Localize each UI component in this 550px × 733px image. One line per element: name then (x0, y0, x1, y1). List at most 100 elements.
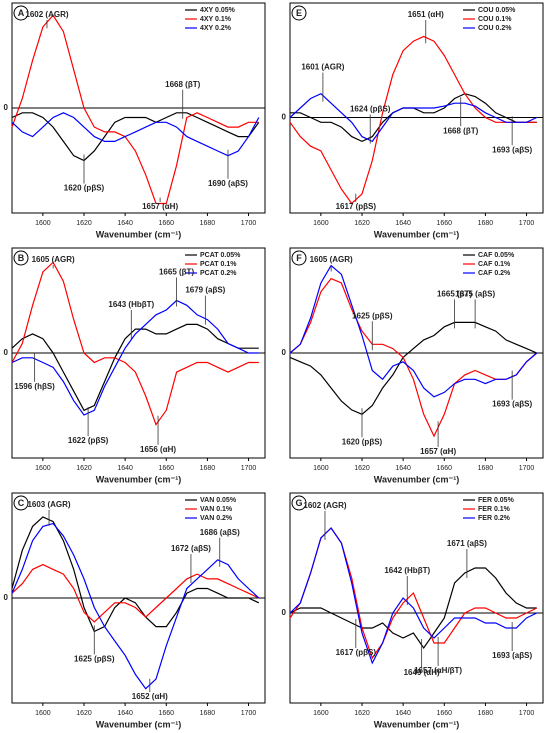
legend-label: FER 0.2% (478, 515, 511, 522)
annotation: 1642 (HbβT) (384, 566, 430, 575)
x-tick-label: 1640 (117, 465, 133, 472)
annotation: 1624 (pβS) (350, 105, 391, 114)
x-tick-label: 1680 (200, 710, 216, 717)
x-tick-label: 1680 (478, 465, 494, 472)
x-axis-title: Wavenumber (cm⁻¹) (374, 229, 459, 239)
panel-label: C (18, 498, 25, 508)
x-axis-title: Wavenumber (cm⁻¹) (374, 719, 459, 729)
panel-label: B (18, 253, 25, 263)
spectrum-line (11, 261, 259, 426)
plot-frame (289, 2, 544, 214)
annotation: 1605 (AGR) (310, 255, 353, 264)
panel: 0 1600 1620 1640 1660 1680 1700 Wavenumber (cm⁻… (4, 492, 266, 729)
x-tick-label: 1620 (354, 465, 370, 472)
x-tick-label: 1660 (436, 465, 452, 472)
x-tick-label: 1640 (395, 220, 411, 227)
spectrum-line (11, 14, 259, 205)
spectrum-line (289, 567, 537, 650)
annotation: 1693 (aβS) (492, 400, 532, 409)
y-tick-label: 0 (282, 608, 287, 617)
spectrum-line (11, 516, 260, 633)
spectrum-line (289, 527, 538, 660)
legend-label: COU 0.2% (478, 25, 512, 32)
x-tick-label: 1700 (241, 220, 257, 227)
annotation: 1625 (pβS) (352, 311, 393, 320)
y-tick-label: 0 (282, 113, 287, 122)
y-tick-label: 0 (282, 348, 287, 357)
panel-label: G (295, 498, 302, 508)
panel-badge (291, 495, 307, 511)
x-tick-label: 1660 (436, 220, 452, 227)
annotation: 1620 (pβS) (64, 184, 105, 193)
annotation: 1617 (pβS) (336, 648, 377, 657)
panel: 0 1600 1620 1640 1660 1680 1700 Wavenumber (cm⁻… (282, 492, 544, 729)
x-tick-label: 1620 (76, 465, 92, 472)
x-tick-label: 1660 (158, 710, 174, 717)
panel-label: E (296, 8, 302, 18)
panel-badge (13, 5, 29, 21)
x-tick-label: 1660 (158, 220, 174, 227)
x-tick-label: 1680 (200, 220, 216, 227)
x-tick-label: 1600 (313, 710, 329, 717)
x-tick-label: 1600 (313, 220, 329, 227)
legend-label: CAF 0.2% (478, 270, 511, 277)
x-tick-label: 1680 (478, 220, 494, 227)
x-tick-label: 1640 (117, 220, 133, 227)
y-tick-label: 0 (4, 103, 9, 112)
x-tick-label: 1680 (200, 465, 216, 472)
panel-badge (13, 495, 29, 511)
x-axis-title: Wavenumber (cm⁻¹) (96, 719, 181, 729)
x-tick-label: 1640 (395, 465, 411, 472)
legend-label: VAN 0.05% (200, 497, 237, 504)
annotation: 1643 (HbβT) (108, 300, 154, 309)
plot-frame (289, 492, 544, 704)
spectrum-line (11, 563, 260, 623)
legend-label: CAF 0.05% (478, 252, 515, 259)
annotation: 1601 (AGR) (301, 63, 344, 72)
annotation: 1602 (AGR) (25, 10, 68, 19)
annotation: 1602 (AGR) (303, 501, 346, 510)
x-tick-label: 1700 (519, 465, 535, 472)
annotation: 1651 (αH) (408, 10, 444, 19)
spectrum-line (289, 264, 538, 398)
x-tick-label: 1620 (76, 710, 92, 717)
y-tick-label: 0 (4, 348, 9, 357)
legend-label: PCAT 0.2% (200, 270, 237, 277)
annotation: 1668 (βT) (165, 80, 200, 89)
x-tick-label: 1700 (241, 465, 257, 472)
spectrum-line (289, 277, 538, 438)
annotation: 1679 (aβS) (185, 286, 225, 295)
panel: 0 1600 1620 1640 1660 1680 1700 Wavenumber (cm⁻… (282, 2, 544, 239)
spectrum-line (11, 112, 260, 162)
x-tick-label: 1620 (354, 220, 370, 227)
x-tick-label: 1600 (35, 465, 51, 472)
annotation: 1686 (aβS) (200, 528, 240, 537)
y-tick-label: 0 (4, 593, 9, 602)
x-tick-label: 1600 (35, 710, 51, 717)
annotation: 1603 (AGR) (27, 500, 70, 509)
legend-label: FER 0.05% (478, 497, 515, 504)
x-axis-title: Wavenumber (cm⁻¹) (96, 474, 181, 484)
annotation: 1690 (aβS) (208, 179, 248, 188)
spectrum-line (289, 92, 538, 143)
annotation: 1652 (αH) (132, 692, 168, 701)
spectrum-line (11, 323, 259, 412)
annotation: 1617 (pβS) (336, 202, 377, 211)
annotation: 1656 (αH) (140, 445, 176, 454)
legend-label: CAF 0.1% (478, 261, 511, 268)
legend-label: PCAT 0.05% (200, 252, 241, 259)
legend-label: 4XY 0.05% (200, 7, 236, 14)
spectrum-line (11, 112, 260, 157)
annotation: 1657 (αH) (420, 447, 456, 456)
panel-badge (13, 250, 29, 266)
panel: 0 1600 1620 1640 1660 1680 1700 Wavenumber (cm⁻… (282, 247, 544, 484)
panel-label: F (296, 253, 302, 263)
x-tick-label: 1680 (478, 710, 494, 717)
annotation: 1625 (pβS) (74, 655, 115, 664)
annotation: 1620 (pβS) (342, 437, 383, 446)
x-axis-title: Wavenumber (cm⁻¹) (96, 229, 181, 239)
annotation: 1675 (aβS) (455, 289, 495, 298)
x-tick-label: 1700 (241, 710, 257, 717)
x-tick-label: 1700 (519, 220, 535, 227)
